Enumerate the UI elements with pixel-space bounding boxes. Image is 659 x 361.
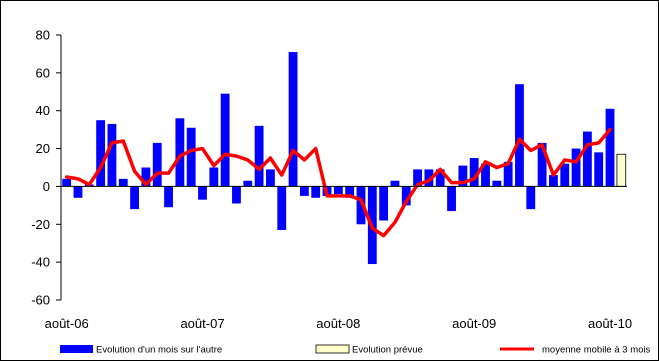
- bar-2007-01: [118, 178, 128, 187]
- x-tick-label: août-08: [316, 316, 360, 331]
- moving-average-layer: [64, 127, 612, 238]
- bar-2010-06: [582, 131, 592, 187]
- forecast-bar-2010-09: [616, 153, 627, 187]
- bar-2008-10: [356, 186, 366, 225]
- legend-item-3-label: moyenne mobile à 3 mois: [542, 345, 650, 356]
- bar-2008-09: [345, 186, 355, 198]
- legend: Evolution d'un mois sur l'autre Evolution…: [60, 345, 650, 356]
- bar-2007-12: [243, 180, 253, 187]
- legend-item-1-label: Evolution d'un mois sur l'autre: [96, 345, 222, 356]
- bar-2009-12: [515, 84, 524, 187]
- y-tick-label: 80: [36, 28, 50, 43]
- y-tick-label: -20: [31, 217, 50, 232]
- bars-layer: [62, 52, 627, 265]
- bar-2009-11: [503, 161, 513, 187]
- bar-2007-05: [164, 186, 173, 208]
- bar-2007-02: [130, 186, 139, 210]
- x-tick-label: août-09: [452, 316, 496, 331]
- legend-item-2-swatch: [315, 344, 350, 354]
- y-tick-label: -60: [31, 293, 50, 308]
- bar-2010-05: [571, 148, 581, 187]
- bar-2007-04: [152, 142, 162, 187]
- y-tick-label: 60: [36, 65, 50, 80]
- y-tick-label: 0: [43, 179, 50, 194]
- bar-2010-04: [560, 163, 570, 187]
- y-tick-label: 20: [36, 141, 50, 156]
- bar-2010-01: [526, 186, 536, 210]
- bar-2010-08: [605, 108, 615, 187]
- y-tick-label: 40: [36, 103, 50, 118]
- bar-2007-07: [186, 127, 196, 187]
- bar-2010-03: [549, 175, 558, 187]
- bar-2006-09: [73, 186, 83, 198]
- bar-2010-07: [594, 152, 604, 187]
- bar-2007-10: [220, 93, 230, 187]
- x-tick-label: août-07: [180, 316, 224, 331]
- x-tick-label: août-10: [588, 316, 632, 331]
- bar-2008-05: [299, 186, 309, 196]
- bar-2009-01: [390, 180, 400, 187]
- legend-item-2-label: Evolution prévue: [352, 345, 423, 356]
- bar-2006-11: [96, 120, 106, 187]
- bar-2008-03: [277, 186, 287, 230]
- bar-2007-06: [175, 118, 185, 187]
- bar-2009-05: [435, 169, 445, 187]
- bar-2007-03: [141, 167, 151, 187]
- bar-2009-04: [424, 169, 434, 187]
- bar-2009-06: [447, 186, 456, 212]
- bar-2006-08: [62, 178, 72, 187]
- moving-average-line: [64, 127, 612, 238]
- bar-2008-04: [288, 52, 298, 187]
- bar-2009-10: [492, 180, 502, 187]
- bar-2009-02: [401, 186, 411, 206]
- bar-2008-12: [379, 186, 389, 221]
- bar-2008-08: [333, 186, 343, 194]
- bar-2007-11: [232, 186, 241, 204]
- bar-2009-08: [469, 158, 479, 187]
- axes-layer: -60 -40 -20 0 20 40 60 80 août-06 août-07 août-08 a…: [31, 28, 632, 332]
- bar-2009-09: [481, 163, 490, 187]
- bar-2009-03: [413, 169, 422, 187]
- bar-2007-09: [209, 167, 219, 187]
- bar-2006-12: [107, 123, 117, 187]
- bar-2010-02: [537, 142, 547, 187]
- bar-2007-08: [198, 186, 207, 200]
- bar-2008-02: [266, 169, 275, 187]
- x-tick-label: août-06: [45, 316, 89, 331]
- bar-2008-01: [254, 125, 264, 187]
- bar-2008-06: [311, 186, 321, 198]
- y-tick-label: -40: [31, 255, 50, 270]
- bar-2009-07: [458, 165, 468, 187]
- legend-item-1-swatch: [60, 345, 93, 353]
